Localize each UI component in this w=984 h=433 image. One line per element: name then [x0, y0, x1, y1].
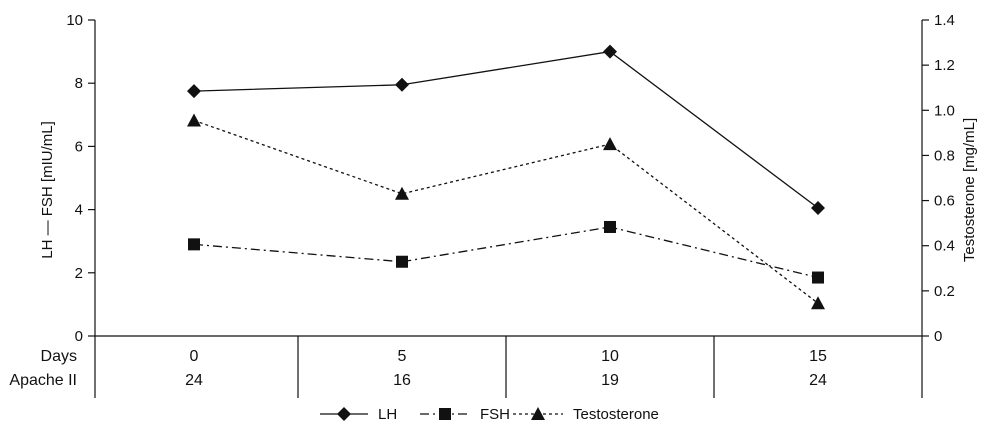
testosterone-data-point [811, 296, 825, 310]
legend-testosterone-marker [531, 407, 545, 420]
lh-data-point [187, 84, 201, 99]
day-label: 15 [809, 348, 827, 365]
legend-fsh-label: FSH [480, 406, 510, 423]
right-tick-label: 1.0 [934, 102, 955, 119]
right-axis-title: Testosterone [mg/mL] [961, 118, 978, 262]
day-label: 0 [190, 348, 199, 365]
testosterone-data-point [395, 186, 409, 200]
apache-score-label: 24 [809, 372, 827, 389]
lh-data-point [603, 44, 617, 59]
day-label: 5 [398, 348, 407, 365]
days-row-label: Days [41, 348, 77, 365]
fsh-data-point [812, 271, 824, 284]
left-tick-label: 4 [75, 202, 83, 219]
lh-series-line [193, 50, 819, 209]
left-tick-label: 0 [75, 328, 83, 345]
left-axis-title: LH — FSH [mIU/mL] [39, 121, 56, 259]
legend-testosterone-label: Testosterone [573, 406, 659, 423]
apache-score-label: 24 [185, 372, 203, 389]
right-tick-label: 0.8 [934, 147, 955, 164]
testosterone-series-line [193, 119, 819, 304]
fsh-data-point [188, 238, 200, 251]
legend-lh-marker [337, 407, 351, 421]
apache-row-label: Apache II [9, 372, 77, 389]
right-tick-label: 1.2 [934, 57, 955, 74]
right-tick-label: 0.2 [934, 283, 955, 300]
testosterone-data-point [187, 113, 201, 127]
apache-score-label: 16 [393, 372, 411, 389]
right-tick-label: 0 [934, 328, 942, 345]
right-tick-label: 1.4 [934, 12, 955, 29]
right-tick-label: 0.4 [934, 238, 955, 255]
fsh-data-point [604, 220, 616, 233]
day-label: 10 [601, 348, 619, 365]
lh-data-point [811, 201, 825, 216]
left-tick-label: 2 [75, 265, 83, 282]
testosterone-data-point [603, 137, 617, 151]
fsh-data-point [396, 255, 408, 268]
right-tick-label: 0.6 [934, 193, 955, 210]
apache-score-label: 19 [601, 372, 619, 389]
left-tick-label: 10 [66, 12, 83, 29]
lh-data-point [395, 77, 409, 92]
left-tick-label: 8 [75, 75, 83, 92]
left-tick-label: 6 [75, 138, 83, 155]
legend-fsh-marker [439, 408, 451, 420]
legend-lh-label: LH [378, 406, 397, 423]
fsh-series-line [193, 226, 819, 279]
